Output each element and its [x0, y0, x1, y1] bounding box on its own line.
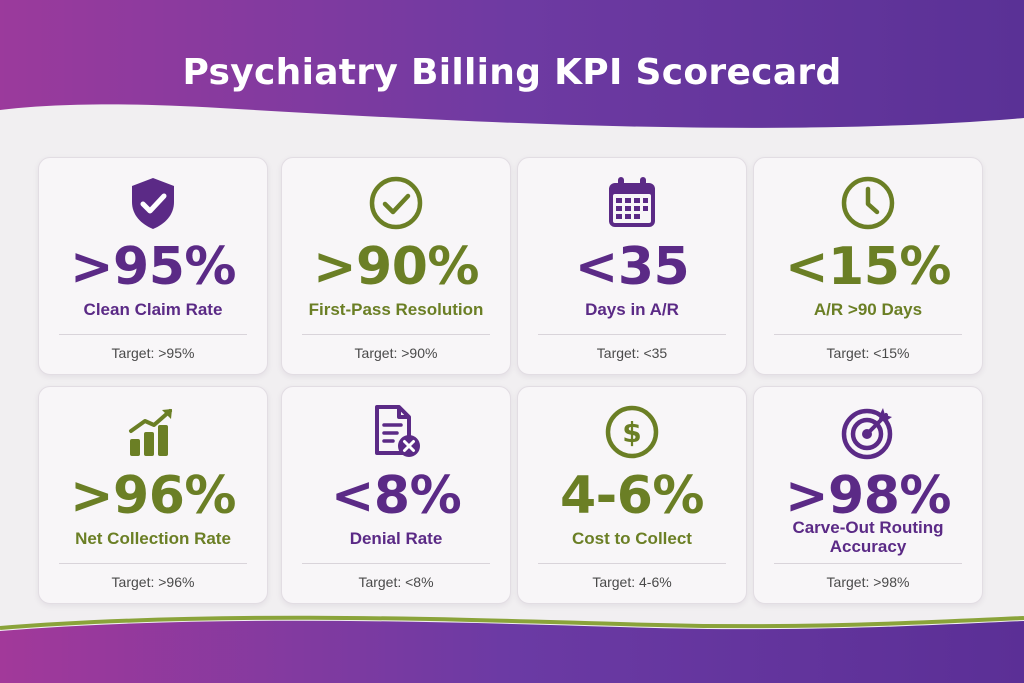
divider	[774, 563, 962, 564]
divider	[59, 334, 247, 335]
kpi-label: Carve-Out Routing Accuracy	[792, 518, 944, 556]
kpi-card-denial-rate: <8% Denial Rate Target: <8%	[281, 386, 511, 604]
kpi-target: Target: <35	[596, 345, 668, 361]
dollar-circle-icon: $	[518, 403, 746, 461]
kpi-value: >98%	[784, 466, 952, 526]
document-x-icon	[282, 403, 510, 461]
kpi-card-clean-claim-rate: >95% Clean Claim Rate Target: >95%	[38, 157, 268, 375]
kpi-target: Target: >90%	[354, 345, 438, 361]
kpi-card-first-pass-resolution: >90% First-Pass Resolution Target: >90%	[281, 157, 511, 375]
page-title: Psychiatry Billing KPI Scorecard	[182, 52, 842, 93]
divider	[302, 563, 490, 564]
divider	[538, 334, 726, 335]
kpi-target: Target: 4-6%	[592, 574, 672, 590]
kpi-value: <15%	[784, 237, 952, 297]
kpi-card-ar-over-90-days: <15% A/R >90 Days Target: <15%	[753, 157, 983, 375]
clock-icon	[754, 174, 982, 232]
shield-check-icon	[39, 174, 267, 232]
divider	[59, 563, 247, 564]
kpi-target: Target: >95%	[111, 345, 195, 361]
bottom-banner	[0, 620, 1024, 683]
kpi-value: >90%	[312, 237, 480, 297]
growth-chart-icon	[39, 403, 267, 461]
kpi-target: Target: <15%	[826, 345, 910, 361]
divider	[774, 334, 962, 335]
calendar-icon	[518, 174, 746, 232]
kpi-label: Denial Rate	[349, 529, 443, 548]
kpi-label: Net Collection Rate	[75, 529, 231, 548]
kpi-label: Cost to Collect	[572, 529, 692, 548]
target-icon	[754, 403, 982, 461]
kpi-target: Target: >98%	[826, 574, 910, 590]
kpi-label: First-Pass Resolution	[308, 300, 484, 319]
kpi-value: <8%	[330, 466, 462, 526]
kpi-card-net-collection-rate: >96% Net Collection Rate Target: >96%	[38, 386, 268, 604]
kpi-card-days-in-ar: <35 Days in A/R Target: <35	[517, 157, 747, 375]
kpi-label: A/R >90 Days	[813, 300, 923, 319]
kpi-value: >95%	[69, 237, 237, 297]
divider	[538, 563, 726, 564]
kpi-label: Clean Claim Rate	[83, 300, 223, 319]
check-circle-icon	[282, 174, 510, 232]
kpi-target: Target: <8%	[358, 574, 434, 590]
kpi-card-carve-out-routing-accuracy: >98% Carve-Out Routing Accuracy Target: …	[753, 386, 983, 604]
svg-text:$: $	[622, 416, 641, 449]
kpi-label: Days in A/R	[585, 300, 679, 319]
kpi-value: >96%	[69, 466, 237, 526]
top-banner	[0, 0, 1024, 128]
kpi-value: 4-6%	[559, 466, 705, 526]
kpi-value: <35	[574, 237, 690, 297]
kpi-card-cost-to-collect: $ 4-6% Cost to Collect Target: 4-6%	[517, 386, 747, 604]
divider	[302, 334, 490, 335]
kpi-target: Target: >96%	[111, 574, 195, 590]
